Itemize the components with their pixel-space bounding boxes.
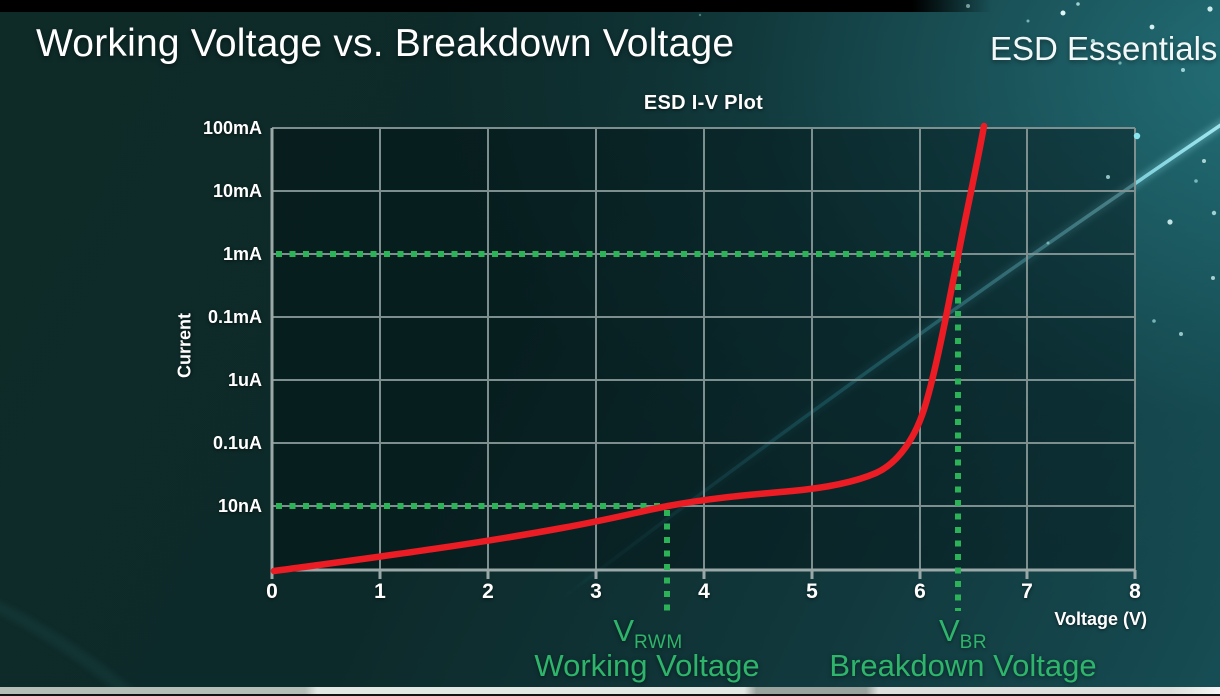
slide-title: Working Voltage vs. Breakdown Voltage [36,22,735,65]
x-axis-ticks [378,570,1137,579]
vbr-caption: Breakdown Voltage [829,648,1097,683]
y-tick-label: 0.1uA [212,433,262,453]
x-tick-label: 7 [1021,580,1033,603]
y-tick-label: 100mA [202,118,262,138]
x-tick-label: 5 [806,580,818,603]
vbr-symbol: VBR [878,613,1048,654]
x-tick-label: 1 [374,580,386,603]
chart-title: ESD I-V Plot [643,92,764,114]
vrwm-caption: Working Voltage [534,648,760,683]
iv-curve [270,122,988,575]
video-progress-bar-track [0,694,1220,696]
x-tick-label: 4 [698,580,710,603]
x-tick-label: 8 [1129,580,1141,603]
brand-title: ESD Essentials [990,30,1218,67]
vbr-symbol-subscript: BR [959,632,988,653]
guide-lines [276,251,961,616]
y-tick-label: 1mA [222,244,262,264]
y-tick-label: 0.1mA [207,307,262,327]
x-tick-label: 6 [914,580,926,603]
x-axis-title: Voltage (V) [1054,609,1147,629]
y-tick-label: 1uA [227,370,262,390]
vrwm-symbol: VRWM [563,613,733,654]
video-progress-bar[interactable] [0,687,1220,694]
vrwm-symbol-v: V [613,613,635,648]
grid-lines [272,127,1136,570]
y-axis-title: Current [174,313,195,379]
x-tick-label: 0 [266,580,278,603]
y-tick-label: 10nA [217,496,262,516]
x-tick-label: 2 [482,580,494,603]
letterbox-top-bar [0,0,992,12]
x-tick-label: 3 [590,580,602,603]
vbr-symbol-v: V [938,613,960,648]
vrwm-symbol-subscript: RWM [634,632,683,653]
axes [270,128,1137,579]
y-tick-label: 10mA [212,181,262,201]
